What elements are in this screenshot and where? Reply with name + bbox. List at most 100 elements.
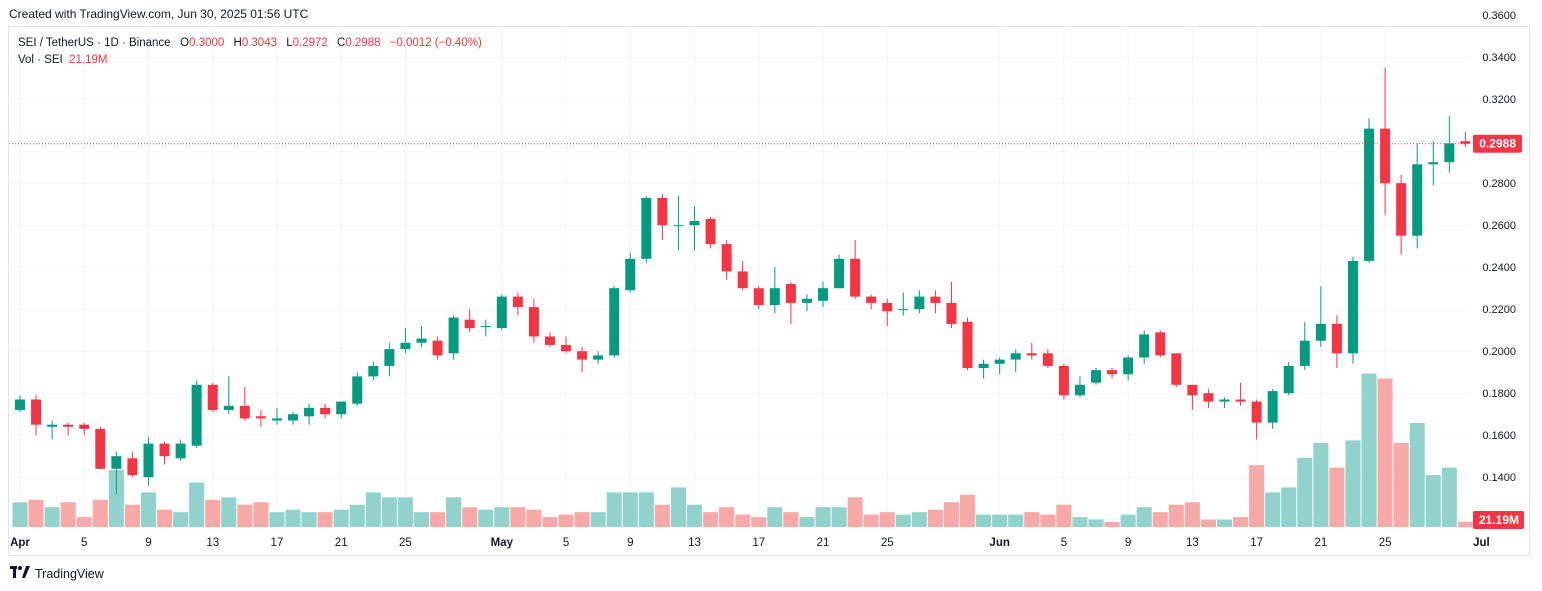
candle-body[interactable] [111,456,122,469]
candle-body[interactable] [914,296,925,310]
candle-body[interactable] [384,349,395,366]
candle-body[interactable] [785,284,796,303]
candle-body[interactable] [962,321,973,368]
candle-body[interactable] [239,405,250,419]
candle-body[interactable] [994,359,1005,364]
low-value: 0.2972 [292,37,328,49]
candle-body[interactable] [1283,365,1294,394]
candle-body[interactable] [737,271,748,289]
candle-body[interactable] [641,197,652,259]
volume-bar [349,504,365,527]
candle-body[interactable] [625,258,636,291]
candle-body[interactable] [47,424,58,427]
candle-body[interactable] [834,258,845,289]
candle-body[interactable] [1155,332,1166,356]
candle-body[interactable] [175,443,186,459]
candle-body[interactable] [882,302,893,312]
candle-body[interactable] [769,288,780,305]
candle-body[interactable] [978,363,989,368]
candle-body[interactable] [480,326,491,327]
candle-body[interactable] [1315,323,1326,341]
volume-bar [269,512,285,527]
candle-body[interactable] [657,197,668,226]
candle-body[interactable] [368,365,379,377]
candle-body[interactable] [271,418,282,421]
candle-body[interactable] [1251,401,1262,423]
candle-body[interactable] [15,399,25,411]
candle-body[interactable] [63,424,74,427]
candle-body[interactable] [850,258,861,297]
candle-body[interactable] [1058,365,1069,396]
candle-body[interactable] [1107,370,1118,375]
candle-body[interactable] [400,342,411,350]
candle-body[interactable] [288,414,299,421]
candle-body[interactable] [512,296,523,308]
candle-body[interactable] [1428,162,1439,165]
candle-body[interactable] [255,416,266,419]
candle-body[interactable] [1347,260,1358,354]
candle-body[interactable] [528,307,539,337]
candle-body[interactable] [721,244,732,272]
candle-body[interactable] [1203,393,1214,402]
candle-body[interactable] [496,296,507,329]
volume-bar [831,507,847,527]
candle-body[interactable] [159,443,170,457]
chart-frame[interactable] [8,26,1530,556]
candle-body[interactable] [577,351,588,360]
candle-body[interactable] [946,302,957,324]
candle-body[interactable] [1074,384,1085,396]
candle-body[interactable] [95,428,106,469]
candle-body[interactable] [320,407,331,415]
candle-body[interactable] [464,319,475,329]
candle-body[interactable] [898,309,909,311]
candle-body[interactable] [1219,399,1230,402]
candle-body[interactable] [1267,391,1278,423]
candle-body[interactable] [609,288,620,356]
candle-body[interactable] [1364,128,1375,261]
candle-body[interactable] [1235,399,1246,402]
candle-body[interactable] [223,405,234,410]
candle-body[interactable] [416,338,427,343]
candle-body[interactable] [689,221,700,226]
candle-body[interactable] [1171,353,1182,385]
candle-body[interactable] [673,225,684,227]
candle-body[interactable] [866,296,877,303]
candle-body[interactable] [1139,334,1150,358]
candle-body[interactable] [79,424,90,429]
candle-body[interactable] [561,344,572,352]
candle-body[interactable] [1026,353,1037,356]
candle-body[interactable] [544,336,555,345]
candle-body[interactable] [448,317,459,354]
candle-body[interactable] [1123,357,1134,375]
candle-body[interactable] [1412,164,1423,236]
candle-body[interactable] [336,401,347,415]
candle-body[interactable] [1091,370,1102,383]
candle-body[interactable] [1460,141,1471,144]
candle-body[interactable] [127,458,138,476]
tradingview-brand[interactable]: TradingView [10,566,104,581]
candle-body[interactable] [31,399,42,425]
price-tick-label: 0.1600 [1482,430,1516,442]
candle-body[interactable] [753,288,764,305]
candle-body[interactable] [1380,128,1391,184]
candle-body[interactable] [1396,183,1407,236]
candle-body[interactable] [1187,384,1198,396]
candle-body[interactable] [818,288,828,301]
candle-body[interactable] [1042,353,1053,366]
candle-body[interactable] [1331,323,1342,354]
candle-body[interactable] [705,218,716,245]
candle-body[interactable] [593,355,604,360]
candle-body[interactable] [432,340,443,356]
candle-body[interactable] [1299,340,1310,366]
candle-body[interactable] [191,384,202,446]
candle-body[interactable] [930,296,941,303]
candle-body[interactable] [1444,143,1455,163]
candle-body[interactable] [304,407,315,417]
candle-body[interactable] [801,298,812,303]
candle-body[interactable] [1010,353,1021,360]
candle-body[interactable] [143,443,154,478]
volume-bar [686,504,703,527]
candle-body[interactable] [352,376,363,404]
candle-body[interactable] [207,384,218,410]
